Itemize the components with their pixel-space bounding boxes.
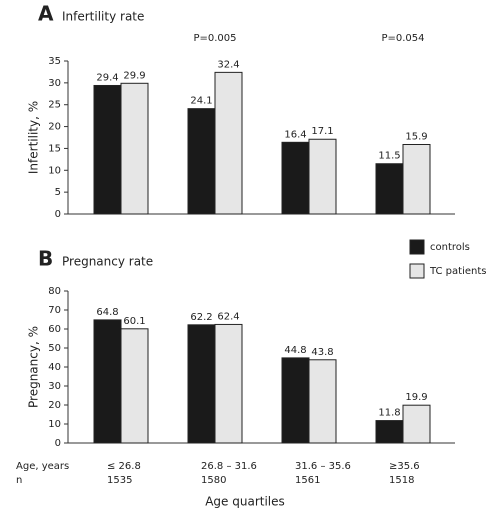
- y-tick-label: 30: [48, 381, 61, 392]
- value-label: 29.4: [96, 72, 118, 83]
- y-tick-label: 30: [48, 78, 61, 89]
- bar: [214, 71, 243, 215]
- age-range: 31.6 – 35.6: [295, 461, 351, 472]
- value-label: 11.5: [378, 151, 400, 162]
- bar: [281, 141, 310, 215]
- y-tick-label: 5: [55, 187, 61, 198]
- value-label: 17.1: [311, 126, 333, 137]
- bar: [120, 328, 149, 444]
- value-label: 16.4: [284, 129, 306, 140]
- age-range: ≥35.6: [389, 461, 420, 472]
- row-label: n: [16, 475, 22, 486]
- annotation: P=0.054: [381, 33, 424, 44]
- value-label: 60.1: [123, 316, 145, 327]
- y-tick-label: 20: [48, 400, 61, 411]
- row-label: Age, years: [16, 461, 69, 472]
- bar: [214, 323, 243, 444]
- value-label: 24.1: [190, 96, 212, 107]
- value-label: 32.4: [217, 59, 239, 70]
- panel-label: B: [38, 247, 53, 271]
- legend-label: controls: [430, 242, 470, 253]
- value-label: 11.8: [378, 408, 400, 419]
- bar: [308, 138, 337, 215]
- y-tick-label: 15: [48, 143, 61, 154]
- panel-title: Infertility rate: [62, 10, 144, 24]
- bar: [375, 163, 404, 215]
- value-label: 19.9: [405, 392, 427, 403]
- y-tick-label: 0: [55, 438, 61, 449]
- x-axis-label: Age quartiles: [205, 495, 285, 509]
- bar: [187, 108, 216, 215]
- y-tick-label: 60: [48, 324, 61, 335]
- bar: [402, 143, 431, 215]
- y-tick-label: 70: [48, 305, 61, 316]
- sample-size: 1580: [201, 475, 226, 486]
- sample-size: 1518: [389, 475, 414, 486]
- annotation: P=0.005: [193, 33, 236, 44]
- y-tick-label: 40: [48, 362, 61, 373]
- y-tick-label: 50: [48, 343, 61, 354]
- bar: [402, 404, 431, 444]
- bar: [120, 82, 149, 215]
- legend-swatch: [409, 239, 425, 255]
- age-range: 26.8 – 31.6: [201, 461, 257, 472]
- value-label: 15.9: [405, 131, 427, 142]
- y-tick-label: 0: [55, 209, 61, 220]
- legend-label: TC patients: [429, 266, 486, 277]
- panel-title: Pregnancy rate: [62, 255, 153, 269]
- sample-size: 1535: [107, 475, 132, 486]
- value-label: 29.9: [123, 70, 145, 81]
- bar: [93, 84, 122, 215]
- y-tick-label: 10: [48, 165, 61, 176]
- y-axis-label: Pregnancy, %: [27, 326, 41, 408]
- y-tick-label: 25: [48, 100, 61, 111]
- y-tick-label: 80: [48, 286, 61, 297]
- y-tick-label: 20: [48, 122, 61, 133]
- age-range: ≤ 26.8: [107, 461, 141, 472]
- legend-swatch: [409, 263, 425, 279]
- bar: [281, 357, 310, 444]
- y-axis-label: Infertility, %: [27, 101, 41, 174]
- bar: [93, 319, 122, 444]
- sample-size: 1561: [295, 475, 320, 486]
- bar: [308, 359, 337, 444]
- value-label: 64.8: [96, 307, 118, 318]
- value-label: 43.8: [311, 347, 333, 358]
- bar: [375, 420, 404, 444]
- y-tick-label: 35: [48, 56, 61, 67]
- y-tick-label: 10: [48, 419, 61, 430]
- value-label: 62.2: [190, 312, 212, 323]
- value-label: 44.8: [284, 345, 306, 356]
- panel-label: A: [38, 2, 54, 26]
- bar: [187, 324, 216, 444]
- value-label: 62.4: [217, 311, 239, 322]
